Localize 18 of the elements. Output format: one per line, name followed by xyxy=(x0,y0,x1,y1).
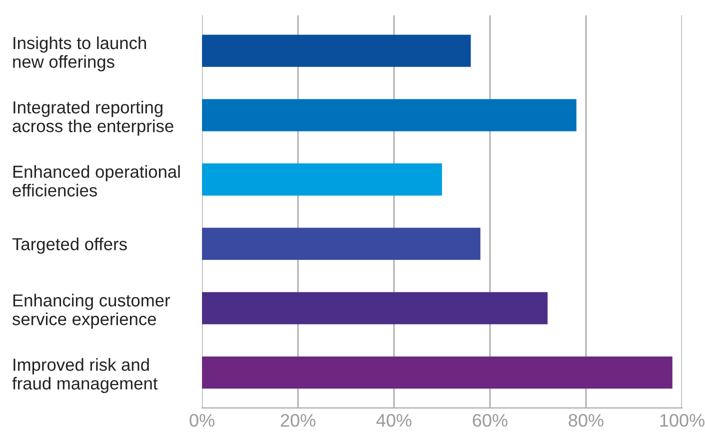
bar xyxy=(202,292,548,324)
x-tick-label: 60% xyxy=(472,414,508,427)
y-tick-label: Integrated reporting across the enterprise xyxy=(12,100,174,136)
bar xyxy=(202,34,471,67)
x-tick-label: 40% xyxy=(376,414,412,427)
x-tick-label: 0% xyxy=(190,414,214,427)
x-tick-label: 80% xyxy=(568,414,604,427)
x-tick-label: 20% xyxy=(280,414,316,427)
bar xyxy=(202,228,480,260)
y-tick-label: Insights to launch new offerings xyxy=(13,36,146,72)
y-tick-label: Enhancing customer service experience xyxy=(12,294,170,329)
bar xyxy=(202,99,576,132)
bar xyxy=(202,163,442,196)
bar xyxy=(202,356,672,389)
y-tick-label: Targeted offers xyxy=(12,238,127,254)
y-tick-label: Enhanced operational efficiencies xyxy=(12,165,180,197)
x-tick-label: 100% xyxy=(660,414,704,427)
y-tick-label: Improved risk and fraud management xyxy=(12,358,158,394)
